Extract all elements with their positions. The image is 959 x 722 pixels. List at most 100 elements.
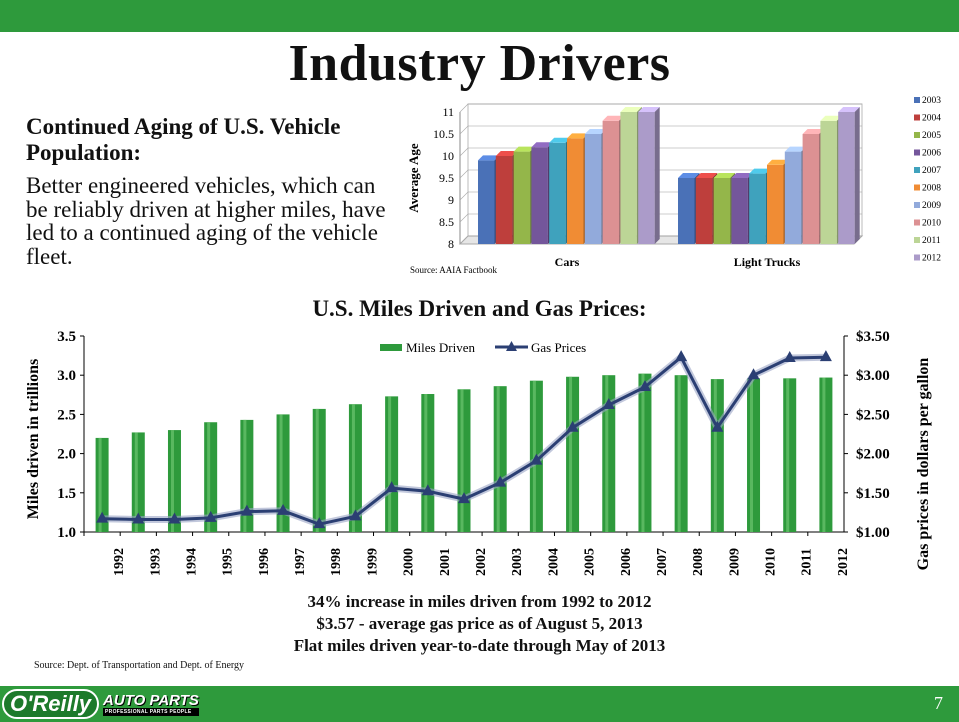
age-legend-label: 2005 — [922, 131, 941, 141]
age-legend-label: 2010 — [922, 219, 941, 229]
age-bar-front — [767, 164, 784, 244]
miles-bar-highlight — [134, 432, 138, 532]
age-bar-top — [513, 146, 536, 152]
age-legend-swatch — [914, 202, 920, 208]
miles-x-tick: 1999 — [365, 548, 380, 576]
gas-price-point — [566, 420, 579, 432]
miles-bar-highlight — [279, 414, 283, 532]
miles-y2-tick: $2.50 — [856, 407, 890, 423]
age-bar-top — [549, 137, 571, 143]
age-bar-front — [731, 178, 748, 244]
miles-y-tick: 3.0 — [57, 368, 76, 384]
company-logo: O'Reilly AUTO PARTS PROFESSIONAL PARTS P… — [2, 688, 199, 720]
miles-bar-highlight — [641, 373, 645, 532]
miles-bar-highlight — [98, 437, 102, 532]
miles-bar-highlight — [460, 389, 464, 532]
miles-bar — [421, 394, 435, 532]
age-legend-swatch — [914, 254, 920, 261]
age-legend-label: 2007 — [922, 166, 941, 176]
age-bar-top — [731, 173, 753, 178]
miles-y-label: Miles driven in trillions — [25, 359, 42, 519]
miles-bar-highlight — [243, 419, 247, 532]
gas-price-point — [602, 397, 615, 409]
age-legend-swatch — [914, 219, 920, 226]
miles-x-tick: 1993 — [148, 548, 163, 576]
age-y-tick: 11 — [442, 105, 454, 119]
bottom-green-bar — [0, 686, 959, 722]
age-bar-top — [838, 107, 860, 112]
age-bar-top — [820, 115, 842, 121]
miles-bar-highlight — [822, 377, 826, 532]
age-source-note: Source: AAIA Factbook — [410, 265, 497, 275]
miles-y2-tick: $1.00 — [856, 525, 890, 541]
miles-bar — [638, 373, 652, 532]
miles-bar — [131, 432, 145, 532]
miles-y-tick: 1.0 — [57, 525, 76, 541]
miles-bar — [457, 389, 471, 532]
miles-bar — [493, 386, 507, 532]
miles-chart-title: U.S. Miles Driven and Gas Prices: — [312, 296, 647, 321]
gas-price-point — [494, 475, 507, 487]
age-bar-top — [478, 155, 500, 161]
age-gridline-side — [459, 147, 469, 157]
age-legend-label: 2008 — [922, 184, 941, 194]
age-category-label: Light Trucks — [734, 255, 801, 269]
miles-bar-body — [312, 408, 326, 532]
miles-bar-body — [421, 394, 435, 532]
age-gridline-side — [459, 191, 469, 201]
miles-bar — [348, 404, 362, 532]
miles-x-tick: 2011 — [800, 548, 815, 575]
age-y-tick: 10.5 — [433, 127, 454, 141]
gas-price-point — [349, 509, 362, 521]
gas-price-point — [204, 510, 217, 522]
miles-y-tick: 2.0 — [57, 447, 76, 463]
age-bar-top — [784, 146, 807, 152]
miles-bar-body — [638, 373, 652, 532]
miles-bar-highlight — [207, 422, 211, 532]
age-bar-front — [820, 120, 837, 244]
footnote-2: $3.57 - average gas price as of August 5… — [316, 614, 643, 633]
miles-x-tick: 2001 — [438, 548, 453, 576]
miles-x-tick: 2000 — [402, 548, 417, 576]
miles-x-tick: 1994 — [184, 548, 199, 576]
miles-x-tick: 1996 — [257, 548, 272, 576]
gas-price-point — [638, 379, 651, 391]
miles-bar-highlight — [677, 375, 681, 532]
age-legend-label: 2004 — [922, 114, 941, 124]
vehicle-age-chart: 8 8.5 9 9.5 10 10.5 11 Average Age Cars Light Tru… — [406, 96, 941, 275]
age-bar-top — [620, 107, 642, 112]
gas-price-point — [385, 481, 398, 493]
miles-bar-highlight — [569, 376, 573, 532]
miles-bar-body — [493, 386, 507, 532]
age-legend-swatch — [914, 237, 920, 243]
miles-bar — [167, 430, 181, 532]
age-bar-front — [549, 142, 566, 244]
gas-price-point — [747, 368, 760, 380]
miles-y-tick: 1.5 — [57, 486, 76, 502]
age-bar-top — [531, 142, 553, 148]
gas-price-point — [240, 504, 253, 516]
age-y-tick: 9.5 — [439, 171, 454, 185]
miles-y2-tick: $3.00 — [856, 368, 890, 384]
miles-bar-highlight — [170, 430, 174, 532]
age-bar-top — [678, 173, 700, 178]
age-bar-front — [478, 160, 495, 244]
miles-x-tick: 2010 — [764, 548, 779, 576]
miles-x-tick: 2003 — [510, 548, 525, 576]
legend-miles-swatch — [380, 344, 402, 351]
miles-bar — [240, 419, 254, 532]
age-bar-top — [802, 129, 825, 134]
gas-price-point — [783, 350, 796, 362]
miles-x-tick: 2004 — [546, 548, 561, 576]
top-green-bar — [0, 0, 959, 32]
age-bar-front — [695, 178, 713, 244]
age-bar-top — [602, 115, 625, 121]
miles-x-tick: 1992 — [112, 548, 127, 576]
age-legend-swatch — [914, 114, 920, 121]
source-note: Source: Dept. of Transportation and Dept… — [34, 660, 245, 671]
miles-bar-highlight — [424, 394, 428, 532]
miles-bar — [385, 396, 399, 532]
age-legend-label: 2003 — [922, 96, 941, 106]
age-gridline-side — [459, 235, 469, 245]
miles-bar — [747, 378, 761, 532]
